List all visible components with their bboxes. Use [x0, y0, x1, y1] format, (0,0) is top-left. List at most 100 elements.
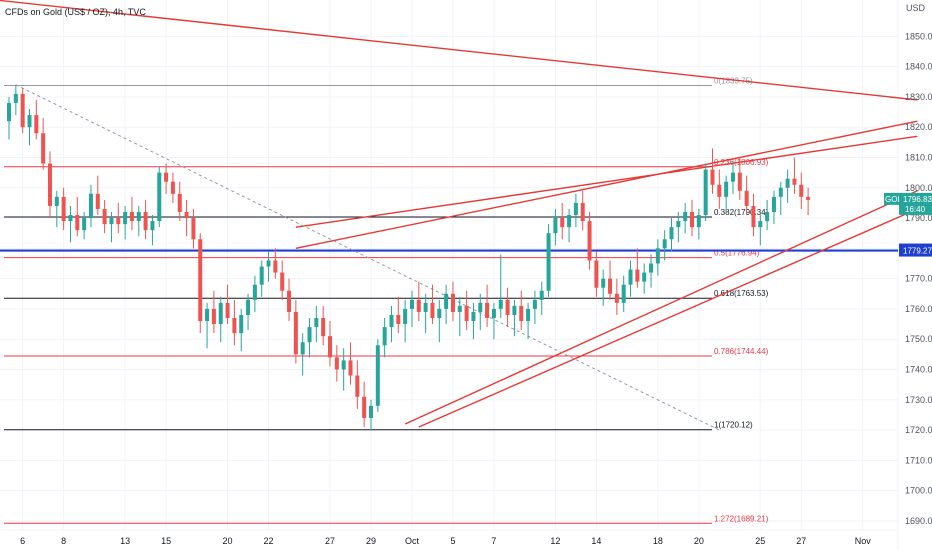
time-tick-label: 29 [366, 536, 376, 546]
trendline-channel-upper-1 [295, 120, 918, 250]
candle-body [389, 314, 394, 328]
candle-body [580, 202, 585, 222]
candle [430, 284, 435, 325]
candle-body [170, 181, 175, 194]
time-tick-label: 12 [550, 536, 560, 546]
candle-body [771, 196, 776, 212]
candle-body [259, 266, 264, 285]
candle-body [355, 375, 360, 397]
candle-body [635, 269, 640, 282]
candle-body [61, 196, 66, 222]
candle [355, 360, 360, 409]
price-tick-label: 1740.00 [905, 364, 932, 374]
candle-body [198, 239, 203, 322]
candle [348, 342, 353, 385]
candle-body [218, 302, 223, 325]
price-tick-label: 1750.00 [905, 334, 932, 344]
candle [382, 318, 387, 358]
candle-body [778, 187, 783, 197]
candle-body [655, 248, 660, 264]
candle [280, 260, 285, 300]
candle [13, 84, 18, 116]
candle-body [68, 215, 73, 222]
time-tick-label: 20 [694, 536, 704, 546]
candle-body [157, 172, 162, 222]
fib-level-label: 0.786(1744.44) [714, 347, 769, 356]
candle-body [116, 218, 121, 225]
candle-body [573, 202, 578, 216]
candle-body [136, 212, 141, 222]
trendlines[interactable] [0, 0, 918, 431]
fib-retracement[interactable]: 0(1833.75)0.236(1806.93)0.382(1790.34)0.… [4, 77, 769, 524]
candle-body [710, 169, 715, 185]
candle-body [82, 218, 87, 231]
chart-title: CFDs on Gold (US$ / OZ), 4h, TVC [5, 7, 146, 17]
candle-body [150, 221, 155, 231]
fib-level-label: 1(1720.12) [714, 421, 753, 430]
candle [362, 381, 367, 428]
price-tick-label: 1840.00 [905, 62, 932, 72]
candle [328, 321, 333, 367]
candle-body [13, 93, 18, 103]
candle [27, 109, 32, 146]
candle [730, 160, 735, 194]
candle [444, 284, 449, 325]
candle-body [293, 311, 298, 355]
candle-body [129, 212, 134, 222]
candle [184, 199, 189, 237]
candle-body [88, 193, 93, 219]
candle [334, 345, 339, 382]
horizontal-line-price-badge [899, 243, 932, 257]
candle [239, 308, 244, 352]
candle [232, 299, 237, 346]
candle [75, 196, 80, 237]
candle [389, 305, 394, 343]
candle-body [519, 305, 524, 322]
candle [792, 157, 797, 194]
candle-body [608, 278, 613, 294]
candle-body [47, 163, 52, 206]
candle [608, 260, 613, 300]
time-tick-label: Oct [405, 536, 420, 546]
candle-body [225, 302, 230, 318]
candle [95, 175, 100, 216]
candle-body [211, 308, 216, 325]
candle [225, 284, 230, 325]
candle [690, 199, 694, 237]
candle-body [628, 269, 633, 285]
candle [478, 293, 483, 331]
candle-body [587, 221, 592, 261]
candle-body [95, 193, 100, 209]
candle [635, 248, 640, 288]
candle-body [403, 308, 408, 325]
candle-body [601, 278, 606, 288]
candle [252, 275, 257, 312]
candle-body [512, 305, 517, 315]
candle [423, 293, 428, 334]
candle-body [649, 263, 654, 273]
time-tick-label: 25 [755, 536, 765, 546]
candle-body [246, 299, 251, 315]
candle [157, 166, 162, 228]
candle [54, 190, 59, 228]
candle [505, 287, 510, 328]
candle [491, 302, 496, 340]
candle-body [396, 314, 401, 325]
candle [246, 293, 251, 331]
candle [164, 163, 169, 194]
candle [123, 205, 128, 240]
price-tick-label: 1770.00 [905, 274, 932, 284]
candle-body [553, 218, 558, 234]
time-axis[interactable]: 6 8 13 15 20 22 27 29 Oct 5 7 12 14 18 20 25 27 Nov [20, 536, 871, 546]
price-axis[interactable]: 1850.00 1840.00 1830.00 1820.00 1810.00 1800.… [905, 31, 932, 526]
candle-body [75, 215, 80, 231]
candle-body [621, 284, 626, 303]
candle-body [205, 308, 210, 322]
candle [109, 212, 114, 243]
candle-body [375, 345, 380, 406]
candle-body [546, 233, 551, 291]
candle [649, 254, 654, 288]
candle-body [109, 218, 114, 225]
candle [765, 199, 770, 231]
